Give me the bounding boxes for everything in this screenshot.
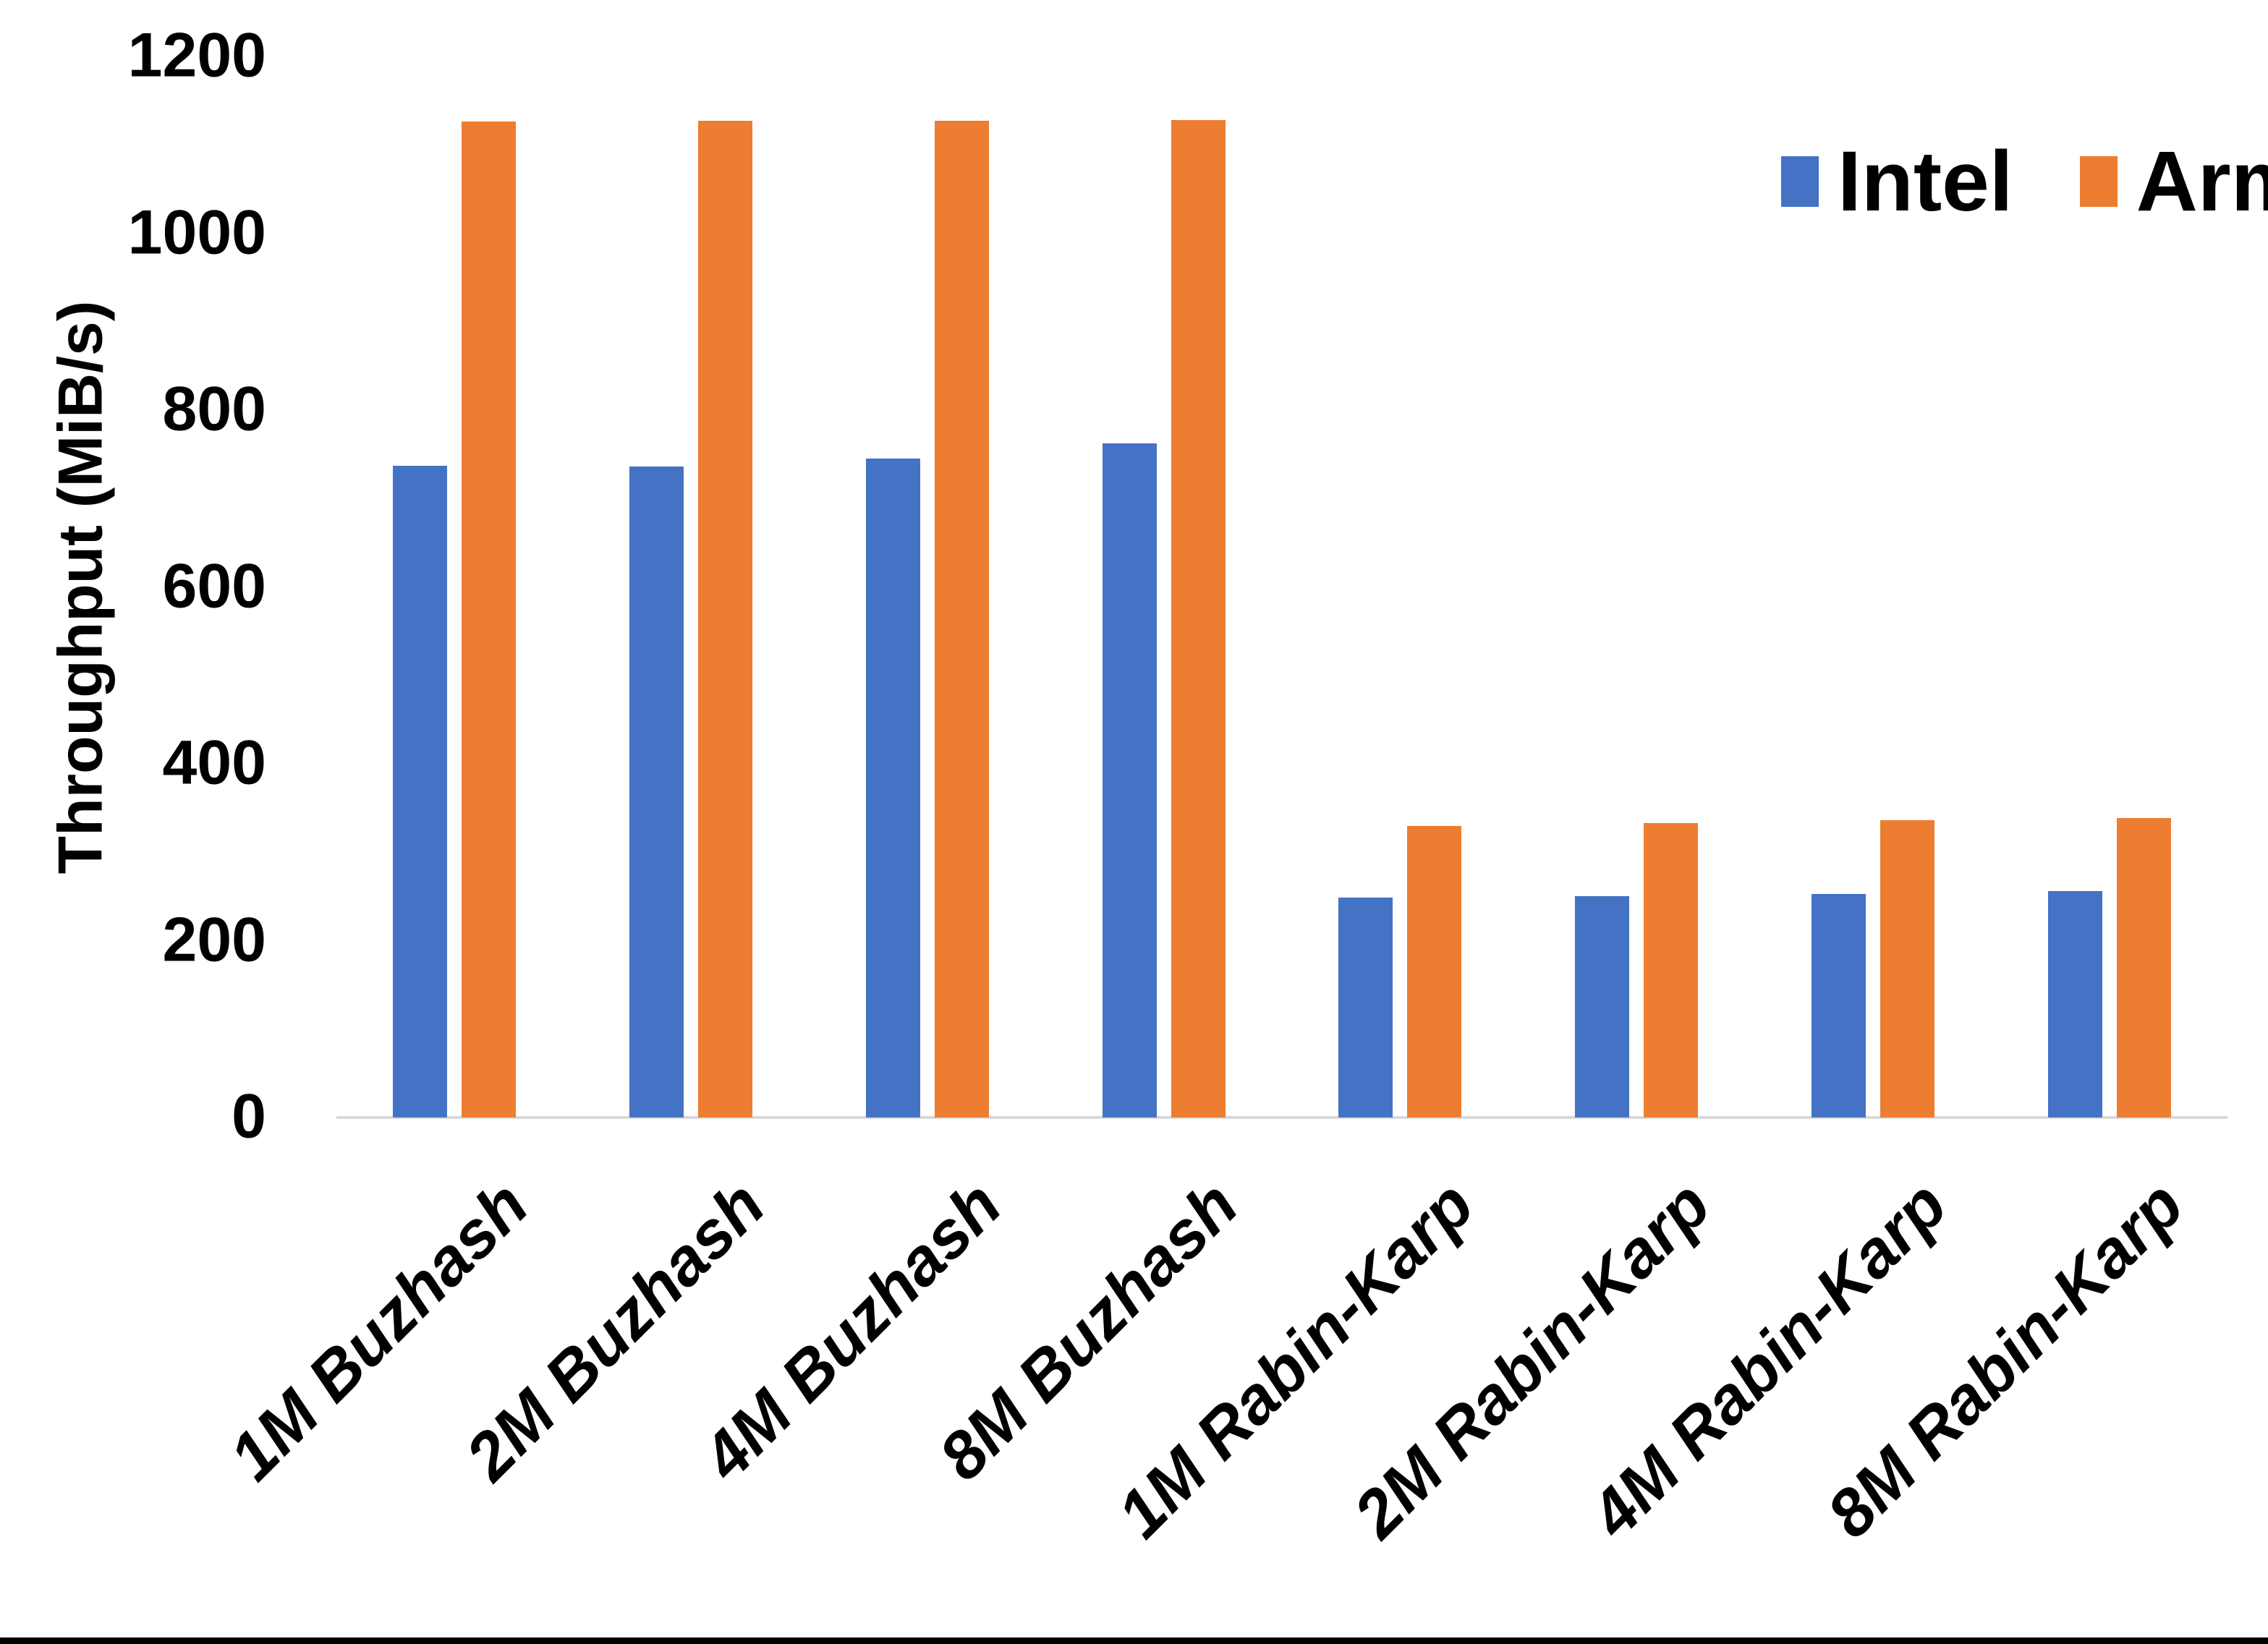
bottom-border-line <box>0 1637 2268 1644</box>
bar-arm-2m-buzhash <box>698 121 753 1117</box>
bar-intel-4m-buzhash <box>865 459 920 1117</box>
bar-intel-2m-buzhash <box>629 467 684 1117</box>
bar-arm-4m-buzhash <box>934 121 989 1117</box>
bar-arm-4m-rabin-karp <box>1880 820 1934 1117</box>
legend-marker-arm <box>2079 156 2118 207</box>
bar-intel-1m-buzhash <box>393 466 448 1117</box>
bar-arm-2m-rabin-karp <box>1644 822 1699 1117</box>
bar-intel-8m-rabin-karp <box>2047 891 2102 1117</box>
bar-intel-1m-rabin-karp <box>1338 897 1393 1117</box>
legend-marker-intel <box>1781 156 1819 207</box>
legend-label-arm: Arm <box>2136 134 2268 229</box>
bar-intel-4m-rabin-karp <box>1811 893 1866 1117</box>
legend-item-intel: Intel <box>1781 139 2013 224</box>
bar-arm-8m-rabin-karp <box>2116 817 2171 1117</box>
legend: IntelArm <box>1781 139 2268 224</box>
y-tick-label-1200: 1200 <box>127 20 266 90</box>
x-axis-line <box>336 1116 2227 1119</box>
legend-label-intel: Intel <box>1838 134 2013 229</box>
y-tick-label-200: 200 <box>162 904 267 974</box>
bar-arm-1m-buzhash <box>462 122 517 1117</box>
y-tick-label-800: 800 <box>162 374 267 444</box>
bar-intel-2m-rabin-karp <box>1575 896 1630 1117</box>
bar-intel-8m-buzhash <box>1102 443 1157 1117</box>
y-tick-label-0: 0 <box>232 1081 266 1151</box>
bar-arm-8m-buzhash <box>1171 120 1226 1117</box>
legend-item-arm: Arm <box>2079 134 2268 229</box>
y-tick-label-400: 400 <box>162 728 267 798</box>
y-tick-label-1000: 1000 <box>127 197 266 267</box>
bar-arm-1m-rabin-karp <box>1407 825 1462 1117</box>
y-tick-label-600: 600 <box>162 550 267 621</box>
